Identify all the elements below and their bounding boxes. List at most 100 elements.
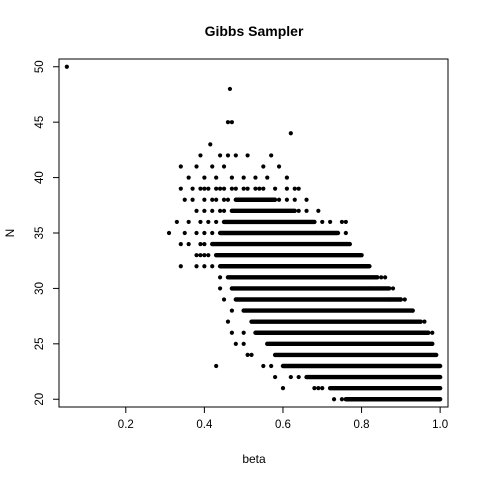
data-point (218, 186, 223, 191)
data-point (261, 186, 266, 191)
data-point (261, 363, 266, 369)
x-tick-label: 0.8 (354, 419, 370, 431)
data-point (229, 120, 234, 125)
data-point (269, 363, 274, 369)
data-point (229, 330, 234, 335)
data-point (430, 330, 435, 335)
data-point (225, 319, 231, 324)
x-tick-label: 0.4 (196, 419, 213, 431)
data-point (296, 186, 301, 191)
data-point (379, 286, 384, 291)
y-tick-label: 25 (34, 337, 46, 350)
x-tick-label: 0.6 (275, 419, 291, 431)
data-point (339, 397, 345, 402)
data-point (288, 131, 293, 136)
y-tick-label: 40 (34, 171, 46, 184)
data-point (178, 164, 183, 169)
data-point (288, 374, 293, 380)
data-point (210, 197, 215, 202)
data-point (284, 175, 289, 180)
data-point (386, 286, 392, 291)
data-point (284, 186, 289, 191)
data-point (269, 153, 274, 158)
data-point (198, 253, 203, 258)
data-point (182, 230, 187, 236)
data-point (367, 286, 372, 291)
data-point (418, 319, 423, 324)
data-point (225, 153, 231, 158)
data-point (229, 308, 234, 313)
data-point (343, 219, 348, 225)
data-point (202, 197, 207, 202)
data-point (410, 308, 415, 313)
data-point (218, 275, 223, 280)
y-axis-label: N (3, 229, 17, 238)
data-point (273, 186, 278, 191)
data-point (383, 286, 388, 291)
data-point (166, 230, 172, 236)
y-tick-label: 45 (34, 116, 46, 129)
data-point (253, 186, 258, 191)
data-point (343, 230, 348, 236)
data-point (390, 286, 396, 291)
data-point (284, 197, 289, 202)
data-point (214, 197, 219, 202)
data-point (245, 186, 250, 191)
data-point (206, 186, 211, 191)
data-point (214, 219, 219, 225)
y-axis: 20 25 30 35 40 45 50 (34, 60, 59, 406)
data-point (218, 208, 223, 213)
data-point (178, 264, 183, 269)
data-point (241, 330, 246, 335)
data-point (249, 352, 254, 358)
data-point (174, 219, 179, 225)
data-point (312, 386, 317, 391)
data-point (214, 175, 219, 180)
data-point (202, 253, 207, 258)
data-point (198, 153, 203, 158)
data-point (304, 197, 309, 202)
data-point (241, 186, 246, 191)
data-point (225, 120, 231, 125)
data-point (233, 153, 238, 158)
data-point (233, 341, 238, 346)
data-point (320, 219, 325, 225)
y-tick-label: 30 (34, 282, 46, 295)
data-point (210, 264, 215, 269)
data-point (194, 253, 199, 258)
data-point (229, 175, 234, 180)
x-tick-label: 0.2 (118, 419, 134, 431)
data-point (316, 208, 321, 213)
data-point (273, 374, 278, 380)
data-point (398, 297, 403, 302)
data-point (178, 241, 183, 247)
data-point (292, 197, 297, 202)
data-point (402, 297, 407, 302)
data-point (221, 164, 227, 169)
data-point (292, 186, 297, 191)
data-point (194, 230, 199, 236)
data-point (221, 186, 227, 191)
data-point (229, 186, 234, 191)
data-point (331, 397, 337, 402)
data-point (194, 164, 199, 169)
data-point (218, 286, 223, 291)
data-point (206, 219, 211, 225)
data-point (194, 208, 199, 213)
data-point (190, 186, 195, 191)
data-point (186, 175, 191, 180)
data-point (241, 341, 246, 346)
data-point (218, 153, 223, 158)
data-point (241, 175, 246, 180)
x-axis-label: beta (242, 452, 266, 466)
y-tick-label: 20 (34, 393, 46, 406)
data-point (379, 275, 384, 280)
data-point (221, 208, 227, 213)
data-point (304, 208, 309, 213)
y-tick-label: 35 (34, 227, 46, 240)
data-point (422, 319, 427, 324)
data-point (202, 175, 207, 180)
data-point (233, 186, 238, 191)
data-point (296, 374, 301, 380)
